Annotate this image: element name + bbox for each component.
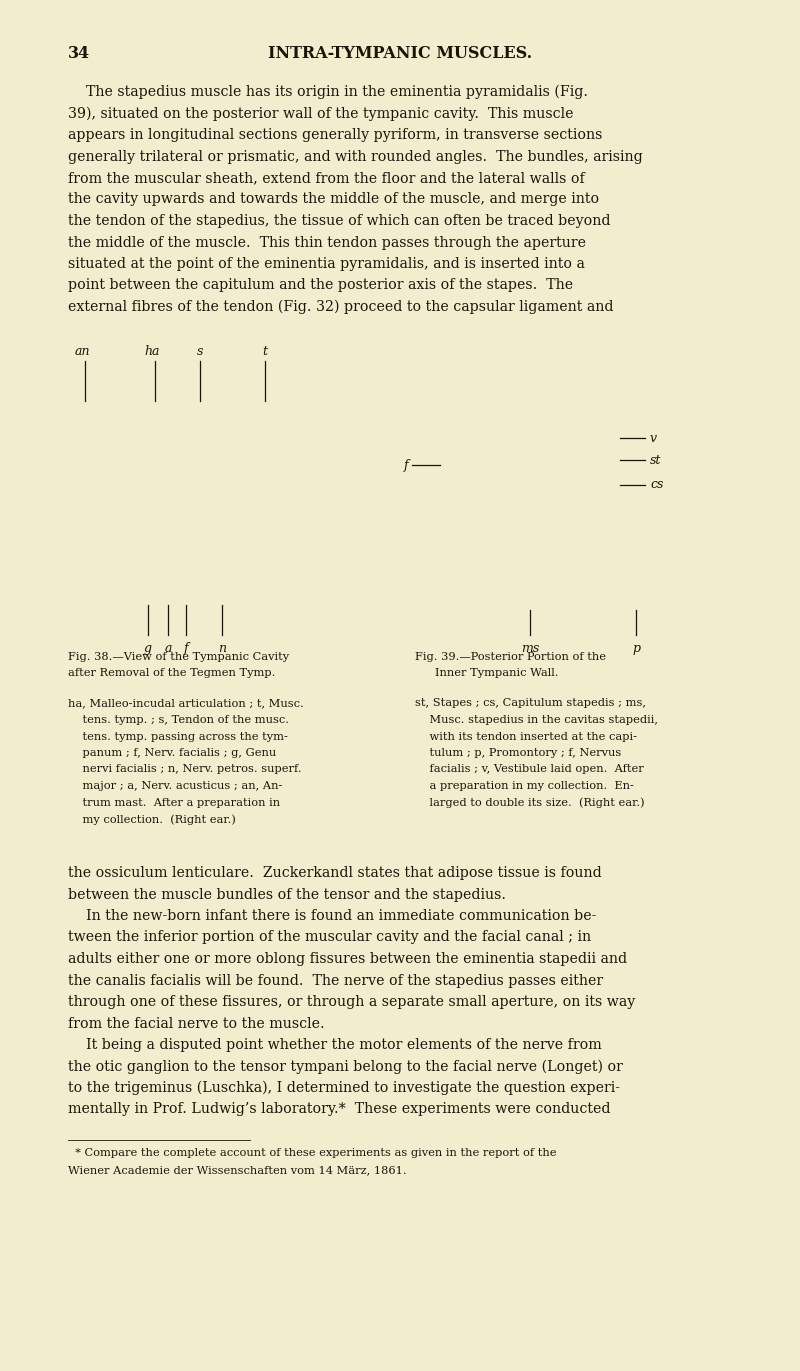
Text: tens. tymp. ; s, Tendon of the musc.: tens. tymp. ; s, Tendon of the musc. bbox=[68, 716, 289, 725]
Text: facialis ; v, Vestibule laid open.  After: facialis ; v, Vestibule laid open. After bbox=[415, 765, 644, 775]
Text: generally trilateral or prismatic, and with rounded angles.  The bundles, arisin: generally trilateral or prismatic, and w… bbox=[68, 149, 642, 163]
Text: adults either one or more oblong fissures between the eminentia stapedii and: adults either one or more oblong fissure… bbox=[68, 951, 627, 967]
Text: ha: ha bbox=[144, 345, 160, 358]
Text: larged to double its size.  (Right ear.): larged to double its size. (Right ear.) bbox=[415, 798, 645, 808]
Text: tens. tymp. passing across the tym-: tens. tymp. passing across the tym- bbox=[68, 732, 288, 742]
Text: through one of these fissures, or through a separate small aperture, on its way: through one of these fissures, or throug… bbox=[68, 995, 635, 1009]
Text: to the trigeminus (Luschka), I determined to investigate the question experi-: to the trigeminus (Luschka), I determine… bbox=[68, 1080, 620, 1095]
Text: Wiener Academie der Wissenschaften vom 14 März, 1861.: Wiener Academie der Wissenschaften vom 1… bbox=[68, 1165, 406, 1175]
Text: a: a bbox=[164, 642, 172, 655]
Text: The stapedius muscle has its origin in the eminentia pyramidalis (Fig.: The stapedius muscle has its origin in t… bbox=[68, 85, 588, 99]
Text: Fig. 38.—View of the Tympanic Cavity: Fig. 38.—View of the Tympanic Cavity bbox=[68, 653, 289, 662]
Text: nervi facialis ; n, Nerv. petros. superf.: nervi facialis ; n, Nerv. petros. superf… bbox=[68, 765, 302, 775]
Text: Fig. 39.—Posterior Portion of the: Fig. 39.—Posterior Portion of the bbox=[415, 653, 606, 662]
Text: p: p bbox=[632, 642, 640, 655]
Text: with its tendon inserted at the capi-: with its tendon inserted at the capi- bbox=[415, 732, 637, 742]
Text: the tendon of the stapedius, the tissue of which can often be traced beyond: the tendon of the stapedius, the tissue … bbox=[68, 214, 610, 228]
Text: point between the capitulum and the posterior axis of the stapes.  The: point between the capitulum and the post… bbox=[68, 278, 573, 292]
Text: st, Stapes ; cs, Capitulum stapedis ; ms,: st, Stapes ; cs, Capitulum stapedis ; ms… bbox=[415, 698, 646, 709]
Text: INTRA-TYMPANIC MUSCLES.: INTRA-TYMPANIC MUSCLES. bbox=[268, 45, 532, 62]
Text: v: v bbox=[650, 432, 657, 444]
Text: after Removal of the Tegmen Tymp.: after Removal of the Tegmen Tymp. bbox=[68, 669, 275, 679]
Text: from the muscular sheath, extend from the floor and the lateral walls of: from the muscular sheath, extend from th… bbox=[68, 171, 585, 185]
Text: the ossiculum lenticulare.  Zuckerkandl states that adipose tissue is found: the ossiculum lenticulare. Zuckerkandl s… bbox=[68, 866, 602, 880]
Text: cs: cs bbox=[650, 478, 663, 491]
Text: ha, Malleo-incudal articulation ; t, Musc.: ha, Malleo-incudal articulation ; t, Mus… bbox=[68, 698, 304, 709]
Text: tween the inferior portion of the muscular cavity and the facial canal ; in: tween the inferior portion of the muscul… bbox=[68, 931, 591, 945]
Text: appears in longitudinal sections generally pyriform, in transverse sections: appears in longitudinal sections general… bbox=[68, 128, 602, 143]
Text: 39), situated on the posterior wall of the tympanic cavity.  This muscle: 39), situated on the posterior wall of t… bbox=[68, 107, 574, 121]
Text: 34: 34 bbox=[68, 45, 90, 62]
Text: ms: ms bbox=[521, 642, 539, 655]
Text: the canalis facialis will be found.  The nerve of the stapedius passes either: the canalis facialis will be found. The … bbox=[68, 973, 603, 987]
Text: * Compare the complete account of these experiments as given in the report of th: * Compare the complete account of these … bbox=[68, 1148, 557, 1158]
Text: from the facial nerve to the muscle.: from the facial nerve to the muscle. bbox=[68, 1016, 325, 1031]
Text: st: st bbox=[650, 454, 662, 466]
Text: external fibres of the tendon (Fig. 32) proceed to the capsular ligament and: external fibres of the tendon (Fig. 32) … bbox=[68, 300, 614, 314]
Text: Musc. stapedius in the cavitas stapedii,: Musc. stapedius in the cavitas stapedii, bbox=[415, 716, 658, 725]
Text: a preparation in my collection.  En-: a preparation in my collection. En- bbox=[415, 781, 634, 791]
Text: f: f bbox=[184, 642, 188, 655]
Text: Inner Tympanic Wall.: Inner Tympanic Wall. bbox=[435, 669, 558, 679]
Text: tulum ; p, Promontory ; f, Nervus: tulum ; p, Promontory ; f, Nervus bbox=[415, 749, 622, 758]
Text: s: s bbox=[197, 345, 203, 358]
Text: t: t bbox=[262, 345, 267, 358]
Text: the middle of the muscle.  This thin tendon passes through the aperture: the middle of the muscle. This thin tend… bbox=[68, 236, 586, 250]
Text: my collection.  (Right ear.): my collection. (Right ear.) bbox=[68, 814, 236, 824]
Text: situated at the point of the eminentia pyramidalis, and is inserted into a: situated at the point of the eminentia p… bbox=[68, 256, 585, 271]
Text: an: an bbox=[74, 345, 90, 358]
Text: the otic ganglion to the tensor tympani belong to the facial nerve (Longet) or: the otic ganglion to the tensor tympani … bbox=[68, 1060, 623, 1073]
Text: panum ; f, Nerv. facialis ; g, Genu: panum ; f, Nerv. facialis ; g, Genu bbox=[68, 749, 276, 758]
Text: mentally in Prof. Ludwig’s laboratory.*  These experiments were conducted: mentally in Prof. Ludwig’s laboratory.* … bbox=[68, 1102, 610, 1116]
Text: In the new-born infant there is found an immediate communication be-: In the new-born infant there is found an… bbox=[68, 909, 596, 923]
Text: n: n bbox=[218, 642, 226, 655]
Text: g: g bbox=[144, 642, 152, 655]
Text: the cavity upwards and towards the middle of the muscle, and merge into: the cavity upwards and towards the middl… bbox=[68, 192, 599, 207]
Text: trum mast.  After a preparation in: trum mast. After a preparation in bbox=[68, 798, 280, 808]
Text: f: f bbox=[403, 458, 408, 472]
Text: between the muscle bundles of the tensor and the stapedius.: between the muscle bundles of the tensor… bbox=[68, 887, 506, 902]
Text: major ; a, Nerv. acusticus ; an, An-: major ; a, Nerv. acusticus ; an, An- bbox=[68, 781, 282, 791]
Text: It being a disputed point whether the motor elements of the nerve from: It being a disputed point whether the mo… bbox=[68, 1038, 602, 1052]
